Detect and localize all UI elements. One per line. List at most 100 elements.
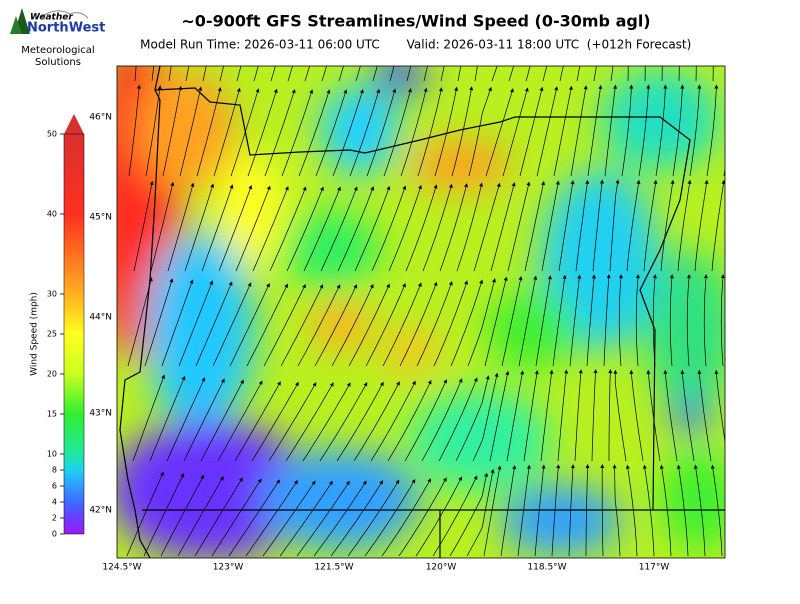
stream-arrow	[625, 464, 630, 469]
stream-arrow	[570, 180, 575, 185]
streamline	[184, 187, 213, 272]
state-border	[154, 87, 691, 511]
streamline	[151, 66, 155, 82]
streamline	[553, 89, 572, 177]
stream-arrow	[291, 88, 296, 94]
stream-arrow	[485, 375, 490, 380]
colorbar-extend	[64, 114, 84, 134]
streamline	[665, 373, 678, 462]
streamline	[440, 66, 445, 82]
streamline	[456, 186, 482, 272]
streamline	[194, 480, 241, 557]
stream-arrow	[396, 381, 400, 386]
streamline	[703, 278, 707, 367]
streamline	[150, 185, 173, 272]
streamline	[179, 90, 201, 177]
streamline	[202, 66, 207, 82]
streamline	[614, 373, 627, 462]
stream-arrow	[210, 183, 215, 188]
streamline	[618, 278, 622, 367]
stream-arrow	[663, 369, 668, 374]
stream-arrow	[541, 180, 546, 186]
stream-arrow	[273, 88, 278, 94]
streamline	[268, 385, 315, 462]
stream-arrow	[329, 382, 334, 387]
streamline	[365, 286, 405, 367]
streamline	[604, 88, 616, 177]
logo-caption: Solutions	[35, 57, 81, 68]
stream-arrow	[219, 476, 224, 481]
streamline	[491, 66, 498, 82]
stream-arrow	[257, 478, 262, 483]
stream-arrow	[583, 85, 588, 90]
streamline	[614, 468, 621, 557]
stream-arrow	[302, 283, 306, 289]
stream-arrow	[336, 284, 341, 289]
streamline	[438, 380, 477, 462]
streamline	[432, 478, 476, 557]
streamline	[303, 190, 340, 272]
streamline	[472, 376, 497, 462]
streamline	[699, 373, 712, 462]
stream-arrow	[427, 379, 432, 385]
streamline	[712, 468, 723, 557]
streamline	[264, 92, 295, 177]
stream-arrow	[180, 473, 185, 478]
streamline	[371, 189, 405, 272]
stream-arrow	[320, 186, 324, 191]
streamline	[711, 183, 724, 272]
streamline	[128, 88, 140, 177]
streamline	[251, 385, 298, 462]
streamline	[574, 373, 582, 462]
streamline	[319, 385, 366, 462]
streamline	[354, 189, 389, 272]
stream-arrow	[277, 381, 281, 386]
stream-arrow	[464, 280, 468, 285]
colorbar-tick-label: 30	[47, 290, 57, 299]
stream-arrow	[686, 274, 691, 279]
stream-arrow	[240, 379, 244, 384]
streamline	[729, 184, 741, 271]
logo-line1: Weather	[30, 13, 73, 23]
stream-arrow	[346, 382, 351, 387]
stream-arrow	[337, 186, 341, 191]
streamline	[484, 280, 507, 367]
streamline	[433, 283, 467, 367]
stream-arrow	[577, 274, 582, 279]
streamline	[196, 90, 221, 177]
logo-tree	[10, 16, 22, 34]
streamline	[183, 381, 224, 462]
streamline	[404, 382, 446, 462]
stream-arrow	[418, 184, 422, 190]
streamline	[706, 88, 717, 177]
streamline	[552, 278, 565, 367]
stream-arrow	[555, 180, 560, 185]
streamline	[534, 468, 544, 557]
stream-arrow	[496, 182, 501, 188]
stream-arrow	[189, 279, 194, 284]
stream-arrow	[533, 275, 538, 280]
streamline	[246, 287, 287, 367]
stream-arrow	[454, 86, 459, 91]
stream-arrow	[258, 380, 263, 385]
streamline	[726, 0, 730, 81]
valid-time: Valid: 2026-03-11 18:00 UTC (+012h Forec…	[407, 38, 692, 52]
streamline	[655, 88, 666, 177]
streamline	[500, 468, 515, 557]
streamline	[145, 89, 161, 177]
stream-arrow	[458, 476, 462, 481]
stream-arrow	[556, 464, 561, 469]
streamline	[635, 278, 639, 367]
streamline	[366, 92, 395, 177]
streamline	[644, 468, 655, 557]
streamline	[570, 89, 586, 177]
stream-arrow	[629, 369, 634, 374]
streamline	[672, 88, 683, 177]
streamline	[280, 287, 322, 367]
streamline	[245, 483, 296, 557]
streamline	[337, 189, 373, 272]
streamline	[720, 278, 724, 367]
stream-arrow	[479, 182, 483, 187]
streamline	[507, 185, 529, 272]
stream-arrow	[534, 369, 539, 375]
